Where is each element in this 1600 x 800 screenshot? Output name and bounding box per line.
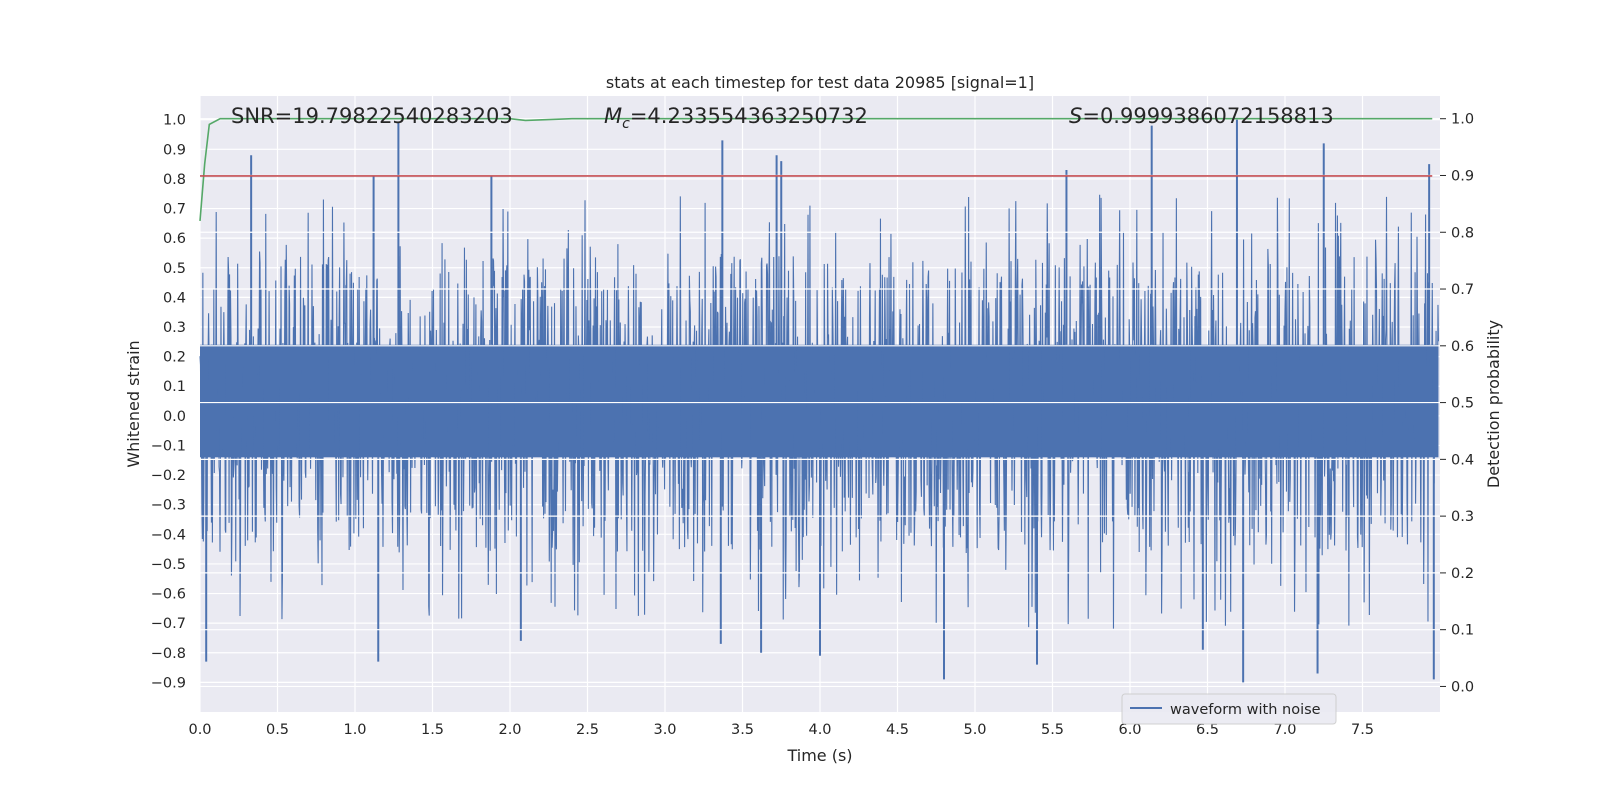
y2-axis-ticks: 0.0 0.1 0.2 0.3 0.4 0.5 0.6 0.7 0.8 0.9 1.0 <box>1440 112 1474 695</box>
line-layer <box>199 117 1433 221</box>
y2-tick-label: 1.0 <box>1451 112 1474 128</box>
x-tick-label: 5.5 <box>1041 722 1064 738</box>
y2-tick-label: 0.1 <box>1451 623 1474 639</box>
x-tick-label: 7.5 <box>1351 722 1374 738</box>
detection-probability-line <box>199 117 1433 221</box>
data-layer <box>199 119 1439 683</box>
y-tick-label: 0.4 <box>163 290 186 306</box>
y-tick-label: 0.9 <box>163 142 186 158</box>
y-tick-label: −0.5 <box>151 557 186 573</box>
x-tick-label: 2.0 <box>498 722 521 738</box>
legend: waveform with noise <box>1121 693 1337 725</box>
y-tick-label: −0.6 <box>151 587 186 603</box>
y-tick-label: 0.6 <box>163 231 186 247</box>
y2-tick-label: 0.7 <box>1451 282 1474 298</box>
x-tick-label: 6.5 <box>1196 722 1219 738</box>
y-axis-ticks: −0.9 −0.8 −0.7 −0.6 −0.5 −0.4 −0.3 −0.2 −0.1 0.0 0… <box>151 113 186 692</box>
x-axis-ticks: 0.0 0.5 1.0 1.5 2.0 2.5 3.0 3.5 4.0 4.5 5.0 5.5 6.0 6… <box>188 722 1374 738</box>
x-tick-label: 1.5 <box>421 722 444 738</box>
x-tick-label: 5.0 <box>963 722 986 738</box>
x-tick-label: 0.5 <box>266 722 289 738</box>
y-tick-label: 0.5 <box>163 261 186 277</box>
y-tick-label: 0.7 <box>163 202 186 218</box>
y-tick-label: 0.8 <box>163 172 186 188</box>
y2-tick-label: 0.2 <box>1451 566 1474 582</box>
x-tick-label: 4.5 <box>886 722 909 738</box>
chart-title: stats at each timestep for test data 209… <box>606 73 1034 92</box>
legend-label-waveform: waveform with noise <box>1170 702 1321 718</box>
y2-tick-label: 0.8 <box>1451 225 1474 241</box>
y-tick-label: 1.0 <box>163 113 186 129</box>
y2-tick-label: 0.5 <box>1451 396 1474 412</box>
y-tick-label: −0.4 <box>151 527 186 543</box>
x-tick-label: 2.5 <box>576 722 599 738</box>
snr-annotation: SNR=19.79822540283203 <box>231 104 513 128</box>
x-tick-label: 3.0 <box>653 722 676 738</box>
y2-tick-label: 0.3 <box>1451 509 1474 525</box>
y-tick-label: −0.9 <box>151 675 186 691</box>
legend-box <box>1121 693 1337 725</box>
y2-axis-label: Detection probability <box>1484 320 1503 488</box>
y-axis-label: Whitened strain <box>124 340 143 467</box>
y2-tick-label: 0.4 <box>1451 452 1474 468</box>
y-tick-label: −0.2 <box>151 468 186 484</box>
plot-area <box>199 96 1440 712</box>
y-tick-label: 0.2 <box>163 350 186 366</box>
y-tick-label: −0.3 <box>151 498 186 514</box>
y2-tick-label: 0.6 <box>1451 339 1474 355</box>
x-tick-label: 4.0 <box>808 722 831 738</box>
y-tick-label: −0.8 <box>151 646 186 662</box>
y-tick-label: 0.0 <box>163 409 186 425</box>
y2-tick-label: 0.9 <box>1451 168 1474 184</box>
x-tick-label: 7.0 <box>1273 722 1296 738</box>
x-tick-label: 0.0 <box>188 722 211 738</box>
waveform-noise-line <box>199 194 1439 629</box>
y2-tick-label: 0.0 <box>1451 679 1474 695</box>
x-tick-label: 3.5 <box>731 722 754 738</box>
x-tick-label: 1.0 <box>343 722 366 738</box>
y-tick-label: 0.3 <box>163 320 186 336</box>
chirp-mass-annotation: Mc=4.233554363250732 <box>604 104 868 132</box>
x-axis-label: Time (s) <box>786 746 852 765</box>
x-tick-label: 6.0 <box>1118 722 1141 738</box>
y-tick-label: 0.1 <box>163 379 186 395</box>
annotations: SNR=19.79822540283203 Mc=4.2335543632507… <box>231 104 1334 132</box>
y-tick-label: −0.7 <box>151 616 186 632</box>
score-annotation: S=0.9999386072158813 <box>1069 104 1334 128</box>
y-tick-label: −0.1 <box>151 438 186 454</box>
